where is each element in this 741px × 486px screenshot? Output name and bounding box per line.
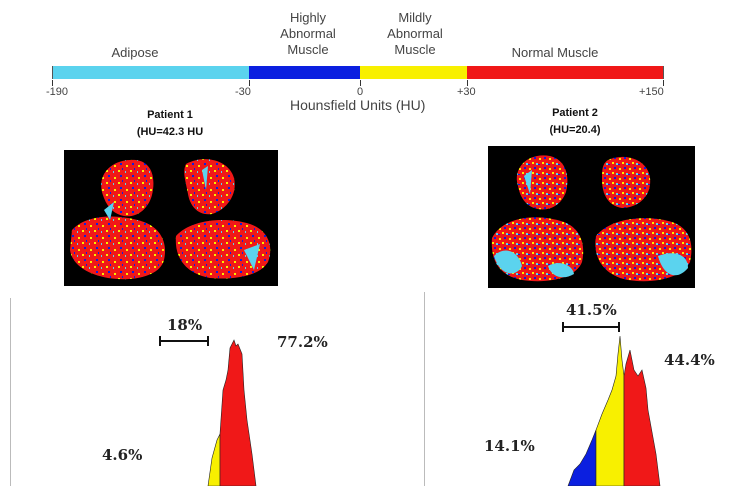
- patient-2-hu: (HU=20.4): [549, 124, 601, 136]
- patient-2-ct-scan: [488, 146, 695, 288]
- patient-2-middle-percent: 41.5%: [566, 301, 617, 319]
- tick-mark: [52, 80, 53, 86]
- color-bar-adipose: [53, 66, 249, 79]
- tick-mark: [249, 80, 250, 86]
- color-bar-normal: [467, 66, 663, 79]
- tick-label: +30: [457, 86, 476, 98]
- patient-1-left-percent: 4.6%: [102, 446, 143, 464]
- panel-divider: [424, 292, 425, 486]
- bracket-end: [562, 322, 564, 332]
- legend-label-highly-abnormal: Highly Abnormal Muscle: [280, 10, 336, 57]
- axis-title: Hounsfield Units (HU): [290, 97, 426, 113]
- patient-1-hu: (HU=42.3 HU: [136, 126, 204, 138]
- patient-1-histogram: [207, 339, 257, 486]
- tick-mark: [467, 80, 468, 86]
- bracket-end: [207, 336, 209, 346]
- patient-2-left-percent: 14.1%: [484, 437, 535, 455]
- patient-2-right-percent: 44.4%: [664, 351, 715, 369]
- tick-mark: [360, 80, 361, 86]
- color-bar-highly-abnormal: [249, 66, 360, 79]
- legend-label-adipose: Adipose: [111, 45, 159, 60]
- tick-label: +150: [639, 86, 664, 98]
- bracket-line-patient-2: [562, 326, 620, 328]
- patient-1-name: Patient 1: [147, 109, 193, 121]
- patient-1-middle-percent: 18%: [167, 316, 203, 334]
- tick-label: -30: [235, 86, 251, 98]
- tick-label: 0: [357, 86, 364, 98]
- patient-1-right-percent: 77.2%: [277, 333, 328, 351]
- legend-label-normal: Normal Muscle: [511, 45, 599, 60]
- tick-mark: [663, 80, 664, 86]
- tick-label: -190: [46, 86, 69, 98]
- bracket-line-patient-1: [159, 340, 209, 342]
- bracket-end: [618, 322, 620, 332]
- panel-divider: [10, 298, 11, 486]
- patient-1-ct-scan: [64, 150, 278, 286]
- legend-label-mildly-abnormal: Mildly Abnormal Muscle: [387, 10, 443, 57]
- color-bar-mildly-abnormal: [360, 66, 467, 79]
- patient-2-name: Patient 2: [552, 107, 598, 119]
- patient-2-histogram: [567, 335, 661, 486]
- bracket-end: [159, 336, 161, 346]
